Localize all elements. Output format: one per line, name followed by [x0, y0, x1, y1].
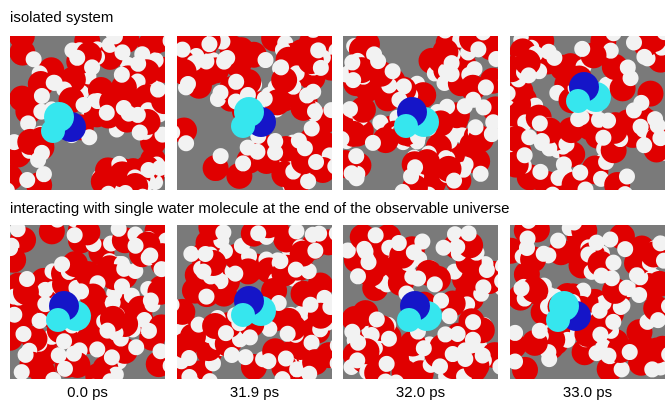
simulation-panel: [164, 212, 346, 391]
simulation-panel: [0, 211, 180, 395]
simulation-panel: [159, 18, 345, 197]
column-label: 33.0 ps: [563, 384, 612, 401]
simulation-panel: [332, 23, 514, 203]
column-label: 0.0 ps: [67, 384, 108, 401]
figure: isolated system interacting with single …: [0, 0, 665, 403]
simulation-panel: [0, 19, 183, 205]
simulation-panel: [498, 24, 665, 202]
column-label: 31.9 ps: [230, 384, 279, 401]
row-label: interacting with single water molecule a…: [10, 200, 509, 217]
column-label: 32.0 ps: [396, 384, 445, 401]
row-label: isolated system: [10, 9, 113, 26]
simulation-panel: [340, 224, 511, 390]
simulation-panel: [498, 213, 665, 383]
